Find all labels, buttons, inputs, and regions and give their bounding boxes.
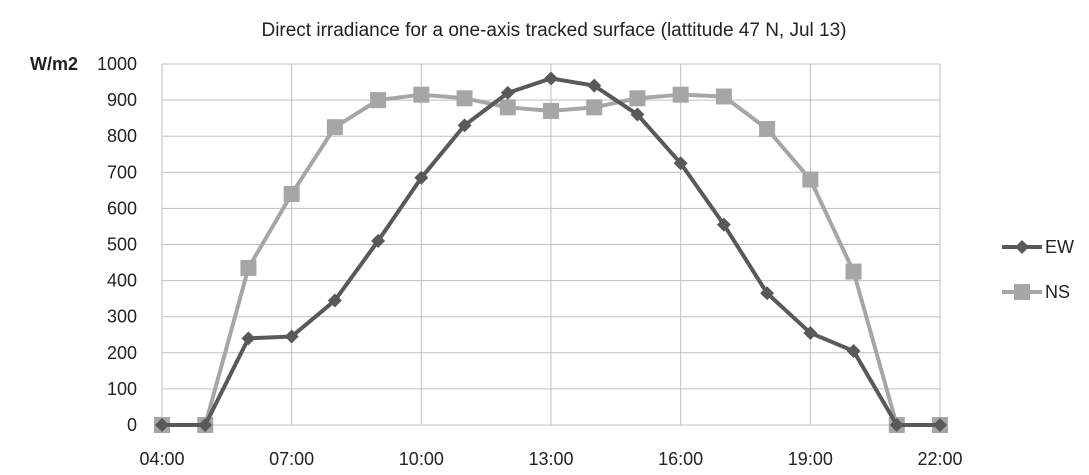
series-ew-point [760,286,775,301]
x-tick-label: 13:00 [528,449,573,469]
y-tick-label: 900 [107,90,137,110]
legend-item-ns: NS [1002,282,1070,302]
y-tick-label: 500 [107,235,137,255]
series-ew-point [933,418,947,432]
series-ns-point [499,99,516,116]
y-tick-label: 600 [107,198,137,218]
series-ns-point [326,119,343,136]
x-tick-label: 16:00 [658,449,703,469]
series-ew-point [457,118,472,133]
series-ns-point [283,185,300,202]
y-tick-label: 100 [107,379,137,399]
series-ew-point [284,329,299,344]
legend-ew-marker [1015,240,1029,254]
y-tick-label: 1000 [97,54,137,74]
series-ew-point [889,418,904,432]
series-ew-point [155,418,169,432]
x-tick-label: 10:00 [399,449,444,469]
series-ns-point [759,120,776,137]
series-layer [154,71,948,433]
series-ns-point [845,263,862,280]
y-tick-label: 200 [107,343,137,363]
series-ew-point [846,343,861,358]
series-ew-point [587,78,602,93]
series-ns-point [456,90,473,107]
x-tick-label: 22:00 [917,449,962,469]
x-tick-label: 04:00 [139,449,184,469]
series-ew-point [544,71,558,86]
series-ns [154,86,948,433]
series-ew [155,71,947,432]
y-tick-label: 700 [107,162,137,182]
series-ns-point [802,171,819,188]
legend-ns-marker [1014,284,1030,300]
series-ns-point [629,90,646,107]
series-ew-point [716,217,731,232]
series-ew-point [414,170,429,185]
series-ew-point [673,156,688,171]
series-ew-point [803,325,818,340]
series-ns-point [370,92,387,109]
series-ns-point [240,259,257,276]
series-ew-point [327,293,342,308]
series-ns-point [586,99,603,116]
series-ns-point [543,102,559,119]
x-tick-label: 19:00 [788,449,833,469]
x-tick-label: 07:00 [269,449,314,469]
legend-item-ew: EW [1002,237,1074,257]
legend: EW NS [1002,237,1074,302]
chart-title: Direct irradiance for a one-axis tracked… [261,20,846,41]
grid [161,63,941,426]
legend-ns-label: NS [1045,282,1070,302]
series-ns-point [672,86,689,103]
series-ns-point [715,88,732,105]
series-ns-point [413,86,430,103]
tick-labels: 0 100 200 300 400 500 600 700 800 900 1000 04:00 07:… [97,54,963,469]
y-tick-label: 300 [107,307,137,327]
series-ew-point [371,233,386,248]
series-ew-point [630,107,645,122]
y-tick-label: 800 [107,126,137,146]
series-ew-point [241,331,256,346]
y-tick-label: 0 [127,415,137,435]
legend-ew-label: EW [1045,237,1074,257]
series-ew-point [500,85,515,100]
y-axis-unit-label: W/m2 [30,54,78,74]
y-tick-label: 400 [107,271,137,291]
series-ew-point [198,418,213,432]
